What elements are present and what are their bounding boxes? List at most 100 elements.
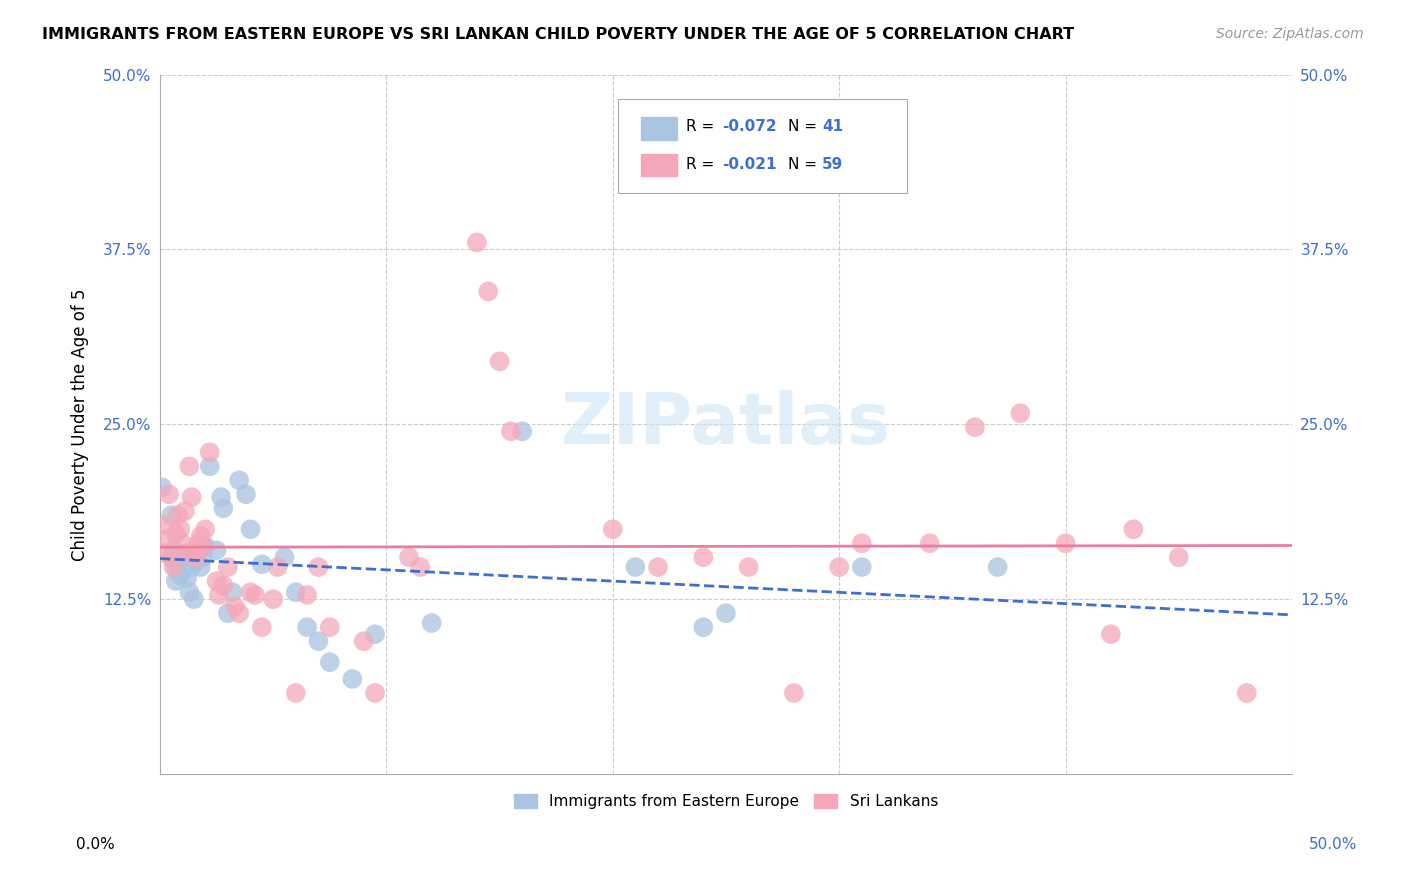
Point (465, 235, 488, 250)
Bar (641, 153, 678, 176)
Point (1167, 550, 1189, 565)
Point (194, 539, 217, 553)
Point (267, 560, 290, 574)
Point (1236, 686, 1258, 700)
Point (157, 487, 180, 501)
Point (851, 560, 873, 574)
Point (783, 686, 806, 700)
Point (1010, 406, 1032, 420)
Point (307, 560, 329, 574)
Point (1099, 627, 1122, 641)
Point (737, 560, 759, 574)
Point (165, 526, 187, 541)
Point (235, 487, 257, 501)
Y-axis label: Child Poverty Under the Age of 5: Child Poverty Under the Age of 5 (72, 288, 89, 560)
Point (284, 585, 307, 599)
Point (692, 620, 714, 634)
Point (212, 578, 235, 592)
Point (295, 620, 318, 634)
Point (295, 588, 318, 602)
Text: 41: 41 (823, 120, 844, 135)
Point (987, 560, 1010, 574)
Point (250, 620, 273, 634)
Point (602, 522, 624, 536)
Point (714, 606, 737, 620)
Text: 0.0%: 0.0% (76, 838, 115, 852)
Point (183, 592, 205, 607)
Point (851, 536, 873, 550)
Text: ZIPatlas: ZIPatlas (561, 390, 891, 458)
Point (179, 459, 201, 474)
Point (205, 574, 228, 588)
Point (420, 615, 443, 630)
Point (409, 560, 432, 574)
Point (212, 501, 235, 516)
Point (221, 585, 243, 599)
Point (160, 508, 183, 523)
Point (647, 560, 669, 574)
Text: 59: 59 (823, 157, 844, 171)
Point (228, 473, 250, 487)
FancyBboxPatch shape (619, 99, 907, 194)
Point (217, 606, 239, 620)
Point (162, 543, 184, 558)
Text: 50.0%: 50.0% (1309, 838, 1357, 852)
Point (250, 558, 273, 572)
Point (319, 620, 342, 634)
Point (150, 480, 173, 494)
Point (183, 546, 205, 560)
Text: R =: R = (686, 157, 720, 171)
Text: IMMIGRANTS FROM EASTERN EUROPE VS SRI LANKAN CHILD POVERTY UNDER THE AGE OF 5 CO: IMMIGRANTS FROM EASTERN EUROPE VS SRI LA… (42, 27, 1074, 42)
Point (153, 546, 176, 560)
Point (342, 672, 364, 686)
Point (187, 546, 209, 560)
Text: -0.021: -0.021 (723, 157, 778, 171)
Point (180, 490, 202, 504)
Point (209, 490, 232, 504)
Bar (641, 117, 678, 139)
Point (150, 518, 173, 533)
Point (167, 558, 190, 572)
Point (284, 686, 307, 700)
Point (488, 354, 510, 368)
Point (364, 627, 387, 641)
Point (156, 532, 179, 546)
Point (172, 536, 194, 550)
Text: N =: N = (789, 120, 823, 135)
Point (208, 588, 231, 602)
Point (186, 554, 208, 568)
Point (179, 585, 201, 599)
Point (499, 425, 522, 439)
Text: N =: N = (789, 157, 823, 171)
Point (262, 592, 284, 607)
Legend: Immigrants from Eastern Europe, Sri Lankans: Immigrants from Eastern Europe, Sri Lank… (508, 789, 943, 815)
Point (165, 560, 187, 574)
Point (217, 560, 239, 574)
Point (224, 599, 246, 614)
Point (307, 634, 329, 648)
Text: Source: ZipAtlas.com: Source: ZipAtlas.com (1216, 27, 1364, 41)
Point (176, 546, 198, 560)
Point (198, 445, 221, 459)
Point (187, 536, 209, 550)
Point (191, 550, 214, 565)
Point (165, 574, 187, 588)
Point (918, 536, 941, 550)
Point (169, 522, 191, 536)
Point (190, 529, 212, 543)
Point (1122, 522, 1144, 536)
Point (198, 459, 221, 474)
Point (1054, 536, 1077, 550)
Point (624, 560, 647, 574)
Point (205, 543, 228, 558)
Point (186, 550, 208, 565)
Point (398, 550, 420, 565)
Point (477, 285, 499, 299)
Point (828, 560, 851, 574)
Point (963, 420, 986, 434)
Point (173, 504, 195, 518)
Point (176, 571, 198, 585)
Point (172, 550, 194, 565)
Point (353, 634, 375, 648)
Point (190, 560, 212, 574)
